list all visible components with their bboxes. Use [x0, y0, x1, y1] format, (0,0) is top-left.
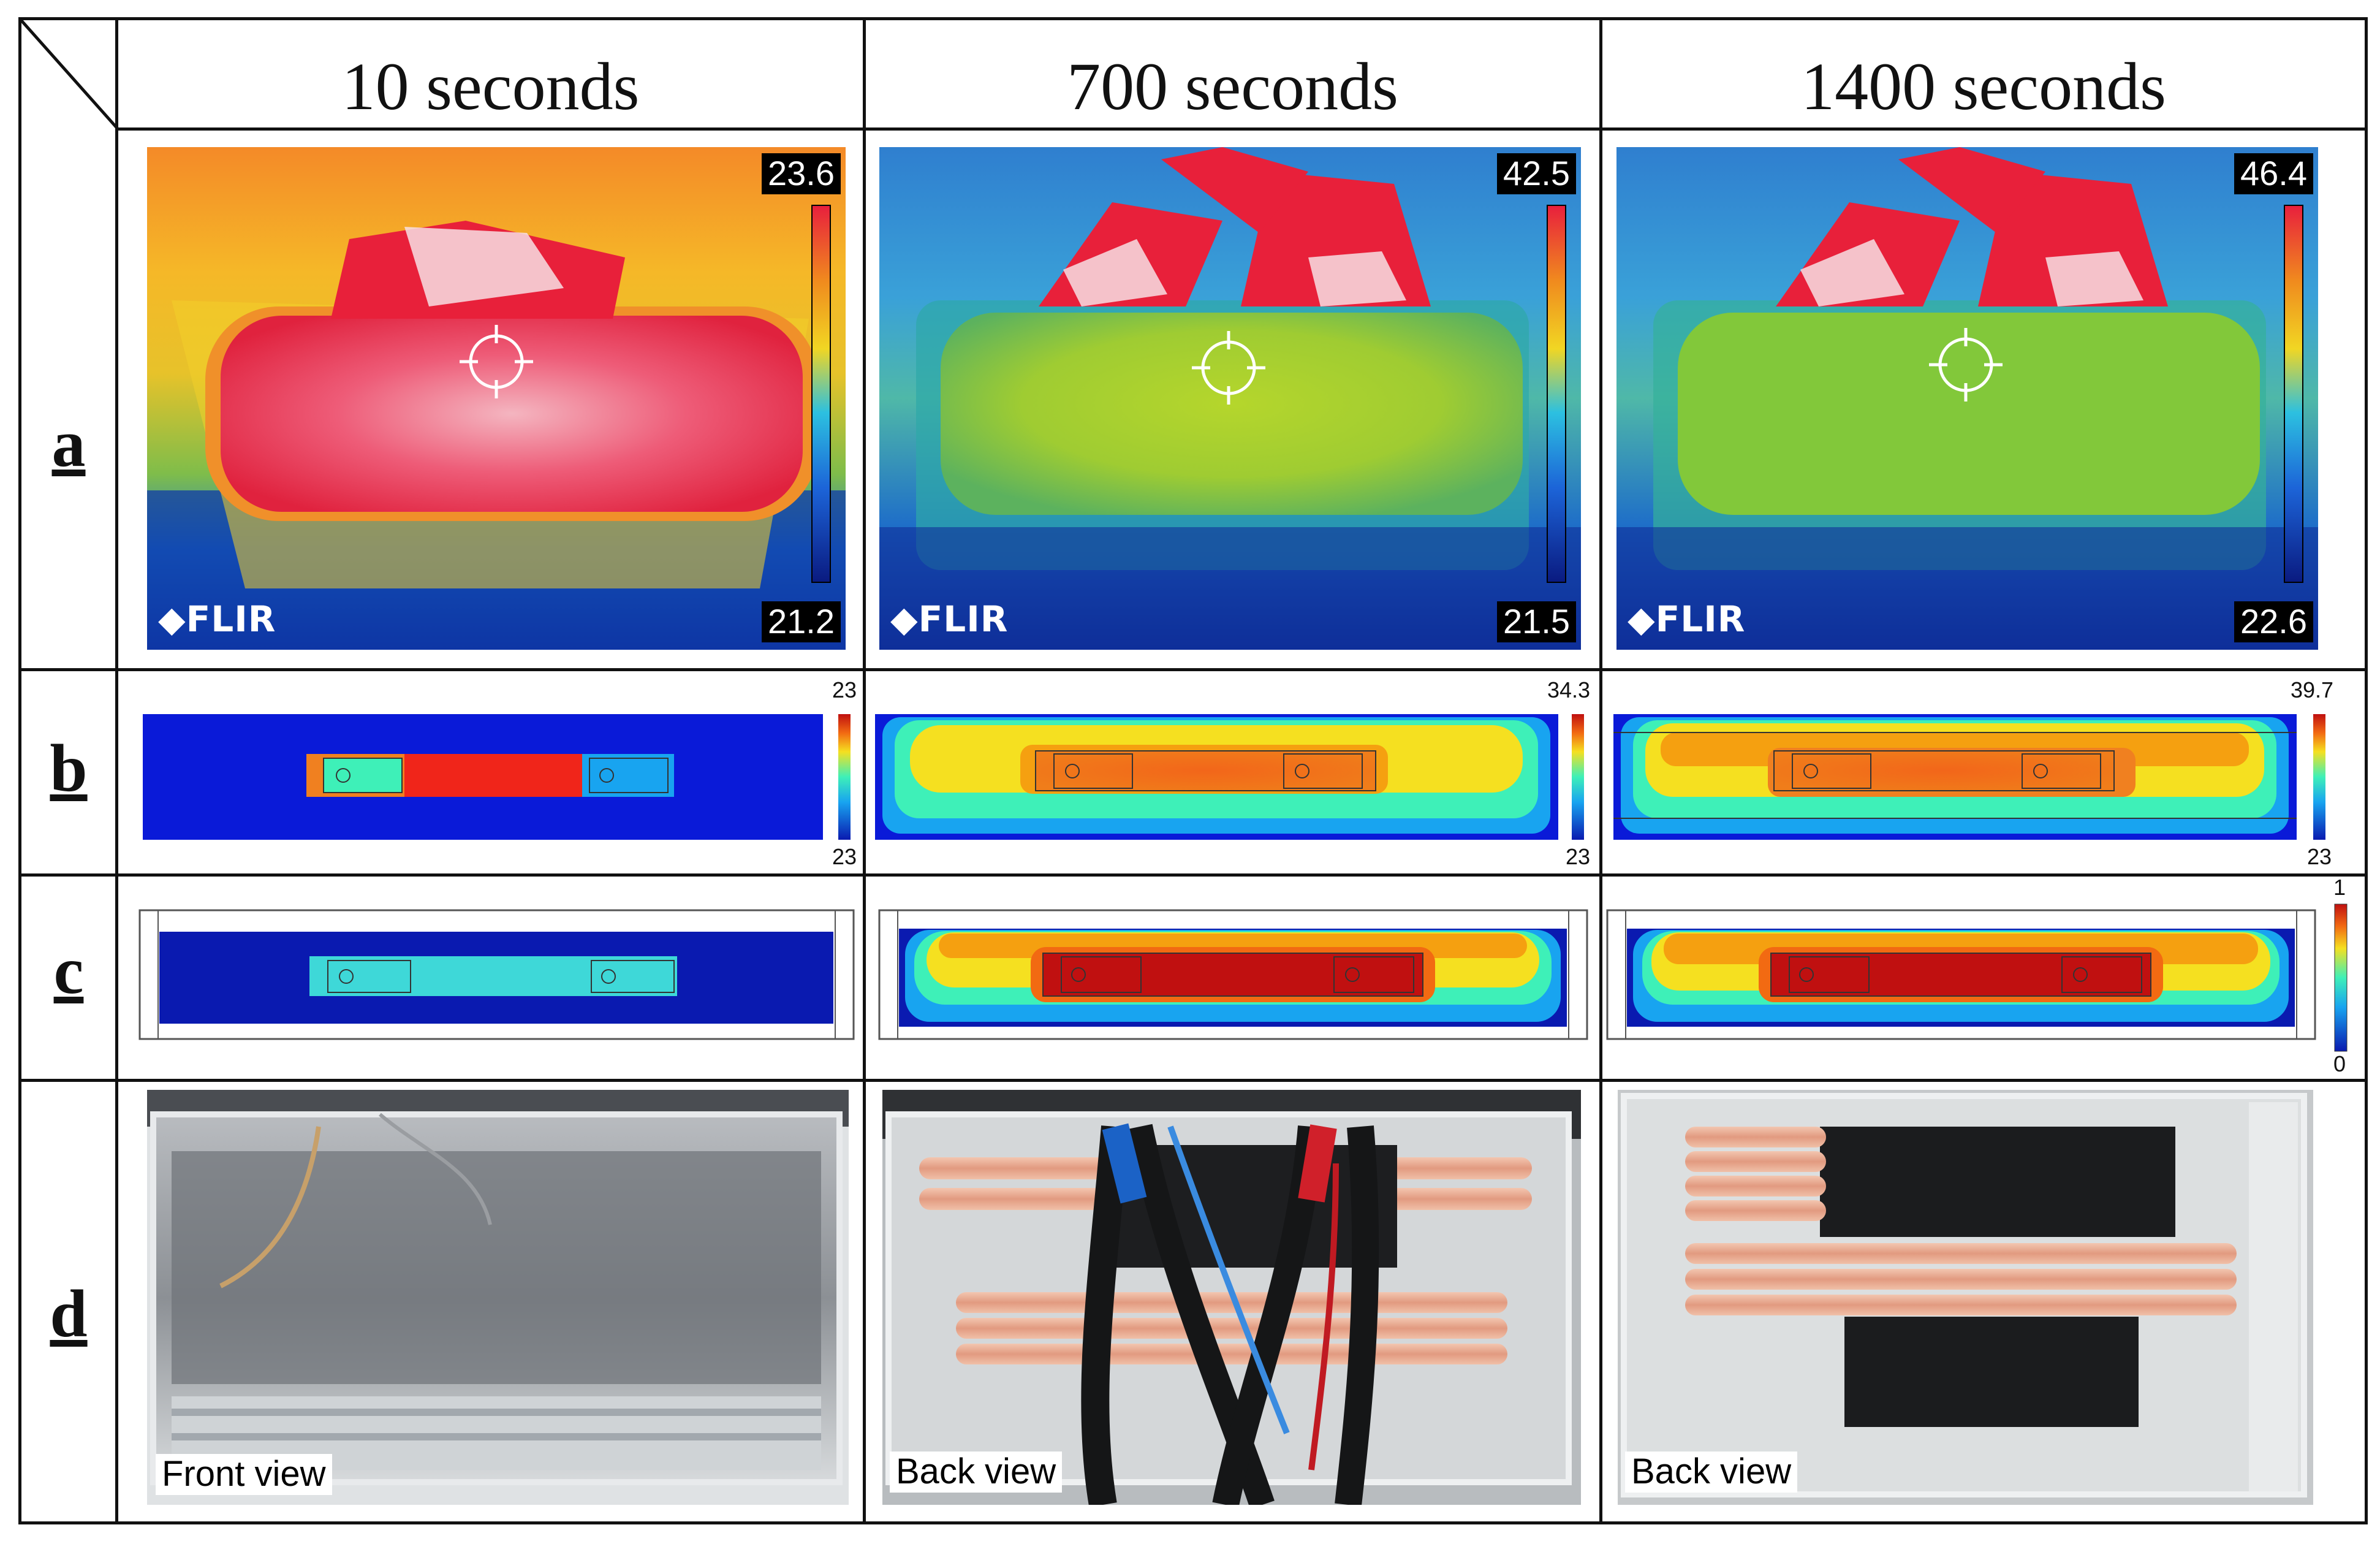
temperature-simulation-1400s: 39.7 23: [1612, 677, 2347, 870]
min-temperature: 21.5: [1497, 601, 1576, 642]
colorbar-min: 0: [2333, 1051, 2346, 1076]
liquid-fraction-simulation-1400s: 1 0: [1605, 875, 2356, 1076]
table-border-bottom: [18, 1521, 2368, 1524]
row-divider-cd: [18, 1079, 2368, 1082]
colorbar-max: 39.7: [2291, 677, 2334, 702]
simulation-graphic: [138, 909, 855, 1040]
max-temperature: 46.4: [2234, 153, 2313, 194]
photo-graphic: [1618, 1090, 2313, 1505]
photo-caption: Back view: [890, 1452, 1063, 1493]
flir-logo: ◆FLIR: [890, 598, 1009, 640]
colorbar-min: 23: [1566, 844, 1591, 869]
photo-back-view-1400s: Back view: [1618, 1090, 2313, 1505]
photo-graphic: [147, 1090, 849, 1505]
colorbar-max: 23: [832, 677, 857, 702]
row-divider-bc: [18, 873, 2368, 877]
photo-front-view: Front view: [147, 1090, 849, 1505]
column-title-10s: 10 seconds: [341, 49, 640, 124]
column-divider-2: [1599, 17, 1602, 1524]
simulation-graphic: [143, 714, 851, 840]
flir-diamond-icon: ◆: [890, 598, 919, 640]
crosshair-icon: [1192, 331, 1265, 405]
thermal-image-10s: 23.6 21.2 ◆FLIR: [147, 147, 846, 650]
column-divider-1: [863, 17, 866, 1524]
crosshair-icon: [1929, 328, 2003, 401]
liquid-fraction-simulation-10s: [138, 904, 858, 1051]
photo-caption: Back view: [1625, 1452, 1798, 1493]
photo-graphic: [882, 1090, 1581, 1505]
row-label-c: c: [53, 933, 84, 1008]
colorbar-max: 34.3: [1547, 677, 1591, 702]
flir-diamond-icon: ◆: [1628, 598, 1656, 640]
simulation-graphic: [878, 909, 1588, 1040]
table-border-top: [18, 17, 2368, 20]
thermal-image-graphic: [1616, 147, 2318, 650]
thermal-image-graphic: [879, 147, 1581, 650]
flir-diamond-icon: ◆: [158, 598, 186, 640]
colorbar-min: 23: [2307, 844, 2332, 869]
column-title-700s: 700 seconds: [1067, 49, 1398, 124]
flir-logo: ◆FLIR: [1628, 598, 1746, 640]
row-label-d: d: [50, 1276, 88, 1351]
max-temperature: 23.6: [762, 153, 841, 194]
temperature-simulation-700s: 34.3 23: [873, 677, 1596, 870]
liquid-fraction-simulation-700s: [877, 904, 1594, 1051]
crosshair-icon: [460, 325, 533, 398]
simulation-graphic: [1606, 904, 2348, 1052]
table-border-right: [2365, 17, 2368, 1524]
label-column-divider: [115, 17, 118, 1524]
simulation-graphic: [1613, 714, 2325, 840]
thermal-image-graphic: [147, 147, 846, 650]
photo-caption: Front view: [156, 1454, 332, 1495]
colorbar-min: 23: [832, 844, 857, 869]
flir-logo: ◆FLIR: [158, 598, 276, 640]
thermal-image-700s: 42.5 21.5 ◆FLIR: [879, 147, 1581, 650]
corner-diagonal: [18, 17, 119, 130]
column-title-1400s: 1400 seconds: [1801, 49, 2166, 124]
simulation-graphic: [875, 714, 1584, 840]
header-divider: [115, 127, 2368, 131]
temperature-simulation-10s: 23 23: [141, 677, 861, 870]
min-temperature: 22.6: [2234, 601, 2313, 642]
row-label-a: a: [51, 406, 86, 481]
row-label-b: b: [50, 731, 88, 805]
thermal-image-1400s: 46.4 22.6 ◆FLIR: [1616, 147, 2318, 650]
colorbar-max: 1: [2333, 875, 2346, 900]
min-temperature: 21.2: [762, 601, 841, 642]
row-divider-ab: [18, 668, 2368, 671]
photo-back-view-700s: Back view: [882, 1090, 1581, 1505]
table-border-left: [18, 17, 21, 1524]
max-temperature: 42.5: [1497, 153, 1576, 194]
